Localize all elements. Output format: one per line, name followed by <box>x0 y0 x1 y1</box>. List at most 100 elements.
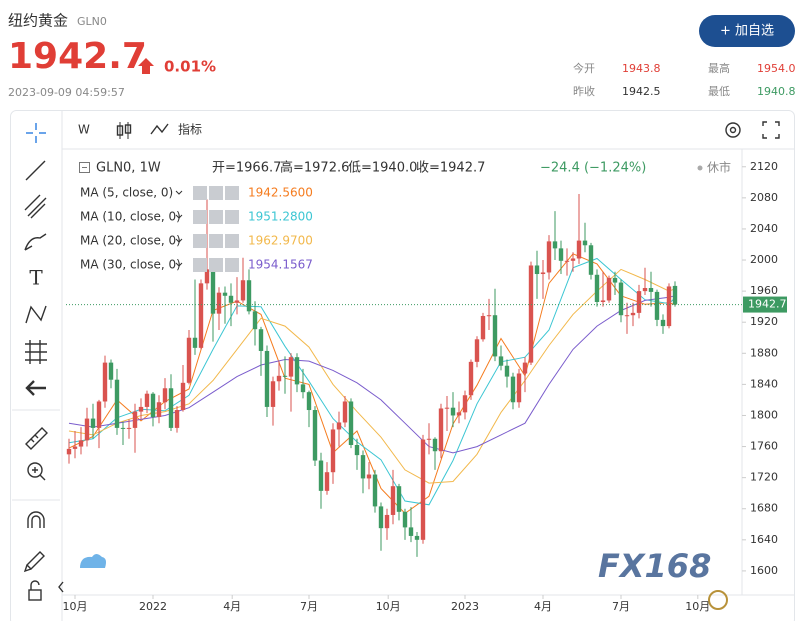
instrument-code: GLN0 <box>77 15 107 28</box>
indicators-button[interactable]: 指标 <box>178 122 202 137</box>
interval-button[interactable]: W <box>78 123 90 137</box>
high-label: 高=1972.6 <box>280 160 349 176</box>
candle-body <box>510 376 516 403</box>
ma-remove-button[interactable] <box>225 258 239 272</box>
candle-body <box>522 362 528 374</box>
y-tick-label: 1880 <box>750 346 778 359</box>
quote-label: 最低 <box>708 85 730 98</box>
timestamp: 2023-09-09 04:59:57 <box>8 86 125 99</box>
candle-body <box>234 300 240 303</box>
ma-settings-button[interactable] <box>209 186 223 200</box>
chart-type-button[interactable] <box>116 122 132 139</box>
quote-label: 今开 <box>573 61 595 75</box>
y-tick-label: 1760 <box>750 440 778 453</box>
ma-remove-button[interactable] <box>225 186 239 200</box>
candle-body <box>402 511 408 528</box>
cloud-icon[interactable] <box>80 554 106 568</box>
fullscreen-button[interactable] <box>762 121 780 139</box>
y-tick-label: 1720 <box>750 471 778 484</box>
candle-body <box>72 446 78 449</box>
brush-tool[interactable] <box>24 233 47 251</box>
quote-label: 昨收 <box>573 84 595 98</box>
market-status: 休市 <box>707 160 731 175</box>
y-tick-label: 1640 <box>750 533 778 546</box>
x-tick-label: 4月 <box>534 600 552 613</box>
add-watchlist-button[interactable] <box>699 15 795 47</box>
candle-body <box>618 282 624 316</box>
ma-settings-button[interactable] <box>209 258 223 272</box>
ma-settings-button[interactable] <box>209 210 223 224</box>
ma-value: 1954.1567 <box>248 258 313 272</box>
candle-body <box>612 277 618 283</box>
pattern-tool[interactable] <box>25 305 47 324</box>
ma-name: MA (5, close, 0) <box>80 186 173 200</box>
ma-value: 1942.5600 <box>248 186 313 200</box>
candle-body <box>486 315 492 317</box>
zoom-tool[interactable] <box>27 462 46 481</box>
legend-collapse[interactable] <box>79 162 90 173</box>
last-price-tag <box>743 296 787 313</box>
candle-body <box>156 402 162 418</box>
candle-body <box>144 393 150 407</box>
collapse-toolbar[interactable] <box>58 581 64 593</box>
last-price-label: 1942.7 <box>748 298 787 311</box>
ma-settings-button[interactable] <box>209 234 223 248</box>
candle-body <box>150 393 156 418</box>
text-tool[interactable]: T <box>29 266 43 290</box>
ma-name: MA (30, close, 0) <box>80 258 181 272</box>
ma-remove-button[interactable] <box>225 234 239 248</box>
trendline-tool[interactable] <box>25 160 46 181</box>
candle-body <box>462 395 468 413</box>
candle-body <box>492 315 498 357</box>
candle-body <box>468 361 474 396</box>
close-label: 收=1942.7 <box>416 161 485 176</box>
magnet-tool[interactable] <box>27 511 45 528</box>
candle-body <box>294 357 300 385</box>
candle-body <box>306 392 312 411</box>
ma-remove-button[interactable] <box>225 210 239 224</box>
ma-eye-button[interactable] <box>193 234 207 248</box>
candle-body <box>246 280 252 312</box>
lock-tool[interactable] <box>28 580 42 601</box>
candle-body <box>264 350 270 407</box>
change-label: −24.4 (−1.24%) <box>540 161 646 176</box>
indicator-icon[interactable] <box>150 123 169 135</box>
candle-body <box>654 291 660 320</box>
candle-body <box>132 411 138 428</box>
candle-body <box>552 241 558 249</box>
candle-body <box>120 427 126 429</box>
lock-drawing-tool[interactable] <box>23 551 45 573</box>
sinosound-logo <box>708 590 728 610</box>
y-tick-label: 2040 <box>750 222 778 235</box>
candle-body <box>516 373 522 403</box>
candle-body <box>126 427 132 429</box>
ma-eye-button[interactable] <box>193 186 207 200</box>
crosshair-tool[interactable] <box>26 123 46 143</box>
settings-button[interactable] <box>725 122 741 138</box>
candle-body <box>636 291 642 313</box>
candle-body <box>66 448 72 455</box>
low-label: 低=1940.0 <box>348 161 417 176</box>
ma-caret <box>175 262 183 267</box>
candle-body <box>594 274 600 302</box>
back-tool[interactable] <box>25 380 46 396</box>
prediction-tool[interactable] <box>25 340 47 364</box>
last-price: 1942.7 <box>8 36 147 77</box>
fib-tool[interactable] <box>24 194 47 219</box>
quote-value: 1940.8 <box>757 85 796 98</box>
instrument-name: 纽约黄金 <box>8 12 68 30</box>
candle-body <box>504 365 510 377</box>
ma-eye-button[interactable] <box>193 258 207 272</box>
candle-body <box>390 486 396 515</box>
open-label: 开=1966.7 <box>212 161 281 176</box>
add-watchlist-label[interactable]: + 加自选 <box>720 24 774 39</box>
candle-body <box>282 375 288 377</box>
candle-body <box>438 408 444 452</box>
ma-eye-button[interactable] <box>193 210 207 224</box>
candle-body <box>84 418 90 441</box>
candle-body <box>78 440 84 447</box>
ruler-tool[interactable] <box>25 427 48 450</box>
candle-body <box>348 401 354 446</box>
ma-caret <box>175 190 183 195</box>
y-tick-label: 2120 <box>750 160 778 173</box>
